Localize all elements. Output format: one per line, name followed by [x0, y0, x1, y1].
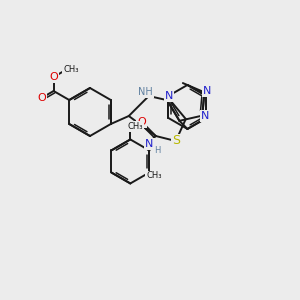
Text: O: O: [137, 117, 146, 127]
Text: N: N: [201, 111, 209, 121]
Text: NH: NH: [138, 87, 153, 97]
Text: N: N: [203, 86, 212, 96]
Text: N: N: [145, 139, 154, 149]
Text: CH₃: CH₃: [63, 65, 79, 74]
Text: H: H: [154, 146, 161, 155]
Text: N: N: [165, 91, 173, 101]
Text: S: S: [172, 134, 180, 148]
Text: O: O: [49, 72, 58, 82]
Text: O: O: [37, 93, 46, 103]
Text: CH₃: CH₃: [128, 122, 143, 131]
Text: CH₃: CH₃: [146, 172, 162, 181]
